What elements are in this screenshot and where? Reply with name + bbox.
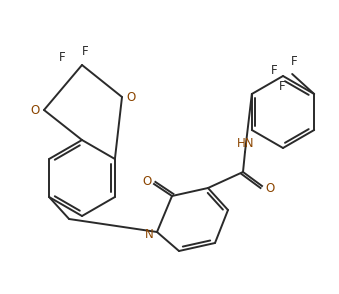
- Text: F: F: [82, 44, 88, 58]
- Text: F: F: [291, 54, 298, 68]
- Text: HN: HN: [237, 136, 255, 150]
- Text: O: O: [31, 103, 40, 116]
- Text: O: O: [126, 91, 136, 103]
- Text: O: O: [265, 181, 275, 195]
- Text: O: O: [142, 175, 152, 188]
- Text: F: F: [279, 79, 285, 93]
- Text: F: F: [59, 51, 65, 64]
- Text: N: N: [145, 228, 153, 240]
- Text: F: F: [271, 64, 278, 76]
